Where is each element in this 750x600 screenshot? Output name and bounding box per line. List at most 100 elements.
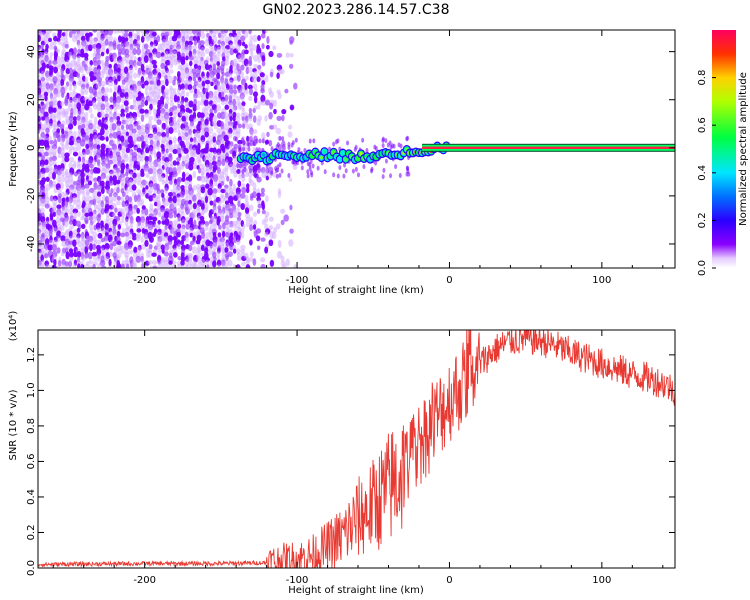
track-cell-core <box>262 153 266 157</box>
noise-cell <box>156 144 160 151</box>
noise-cell <box>164 119 169 126</box>
track-halo-cell <box>394 164 398 170</box>
noise-cell <box>125 235 130 242</box>
track-halo-cell <box>261 138 265 144</box>
noise-cell <box>261 100 267 106</box>
noise-cell <box>61 128 65 135</box>
noise-cell <box>196 100 202 106</box>
noise-cell <box>149 44 153 50</box>
noise-cell <box>147 35 153 41</box>
noise-cell <box>80 90 85 98</box>
noise-cell <box>212 155 216 163</box>
noise-cell <box>116 230 121 238</box>
noise-cell <box>136 164 141 171</box>
noise-cell <box>68 179 75 186</box>
noise-cell <box>224 59 229 66</box>
noise-cell <box>224 104 230 110</box>
noise-cell <box>208 126 214 134</box>
noise-cell <box>116 179 121 185</box>
noise-cell <box>177 103 181 109</box>
noise-cell <box>48 171 53 180</box>
noise-cell <box>221 230 226 238</box>
noise-cell <box>41 155 46 161</box>
noise-cell <box>171 264 177 268</box>
noise-cell <box>77 211 81 217</box>
noise-cell <box>208 94 214 102</box>
noise-cell <box>60 60 66 66</box>
track-cell-core <box>341 151 345 155</box>
noise-cell <box>76 227 81 233</box>
track-halo-cell <box>276 167 280 173</box>
colorbar-tick-label: 0.2 <box>697 212 708 228</box>
noise-cell <box>173 219 179 225</box>
noise-cell <box>193 63 199 70</box>
noise-cell <box>128 196 133 203</box>
noise-cell <box>232 263 237 268</box>
snr-line-layer <box>38 330 675 568</box>
noise-cell <box>157 164 162 170</box>
noise-cell <box>169 179 173 185</box>
noise-cell <box>160 189 165 194</box>
noise-cell <box>196 255 202 264</box>
noise-cell <box>229 243 234 251</box>
noise-cell <box>145 180 149 187</box>
noise-cell <box>84 167 90 174</box>
noise-cell <box>60 100 65 107</box>
noise-cell <box>132 133 139 139</box>
noise-cell <box>293 82 298 90</box>
noise-cell <box>56 236 61 243</box>
noise-cell <box>119 92 126 99</box>
track-halo-cell <box>323 169 327 175</box>
noise-cell <box>236 32 242 37</box>
noise-cell <box>151 252 157 257</box>
noise-cell <box>260 187 265 194</box>
noise-cell <box>240 193 246 199</box>
noise-cell <box>232 248 237 254</box>
noise-cell <box>155 242 161 250</box>
noise-cell <box>128 224 134 230</box>
noise-cell <box>105 167 110 174</box>
noise-cell <box>212 114 218 123</box>
noise-cell <box>192 202 197 210</box>
noise-cell <box>208 143 212 150</box>
noise-cell <box>100 103 106 111</box>
noise-cell <box>92 263 96 268</box>
noise-cell <box>110 188 114 194</box>
noise-cell <box>240 35 246 42</box>
noise-cell <box>208 162 213 171</box>
noise-cell <box>87 159 93 166</box>
noise-cell <box>177 215 182 222</box>
noise-cell <box>64 73 69 78</box>
noise-cell <box>252 224 257 230</box>
noise-cell <box>252 34 258 43</box>
noise-cell <box>63 219 69 228</box>
noise-cell <box>225 67 230 73</box>
noise-cell <box>117 52 122 57</box>
noise-cell <box>285 52 290 58</box>
noise-cell <box>153 211 157 218</box>
noise-cell <box>129 219 134 226</box>
noise-cell <box>63 30 69 33</box>
noise-cell <box>181 219 186 227</box>
noise-cell <box>265 74 269 83</box>
x-tick-label: 0 <box>446 575 452 586</box>
snr-panel: -200 -100 0 100 0.0 0.2 0.4 0.6 0.8 1.0 1.2 Heigh… <box>8 311 676 596</box>
noise-cell <box>103 95 109 103</box>
x-tick-label: -200 <box>133 575 156 586</box>
noise-cell <box>163 199 169 207</box>
noise-cell <box>173 127 178 133</box>
noise-cell <box>112 194 118 202</box>
track-halo-cell <box>405 171 409 177</box>
noise-cell <box>236 219 242 225</box>
noise-cell <box>155 51 162 59</box>
noise-cell <box>128 232 133 240</box>
noise-cell <box>272 124 278 130</box>
noise-cell <box>164 224 168 231</box>
noise-cell <box>77 124 83 131</box>
noise-cell <box>129 104 135 110</box>
noise-cell <box>84 111 89 117</box>
noise-cell <box>240 95 245 102</box>
noise-cell <box>191 246 198 254</box>
noise-cell <box>95 167 101 174</box>
